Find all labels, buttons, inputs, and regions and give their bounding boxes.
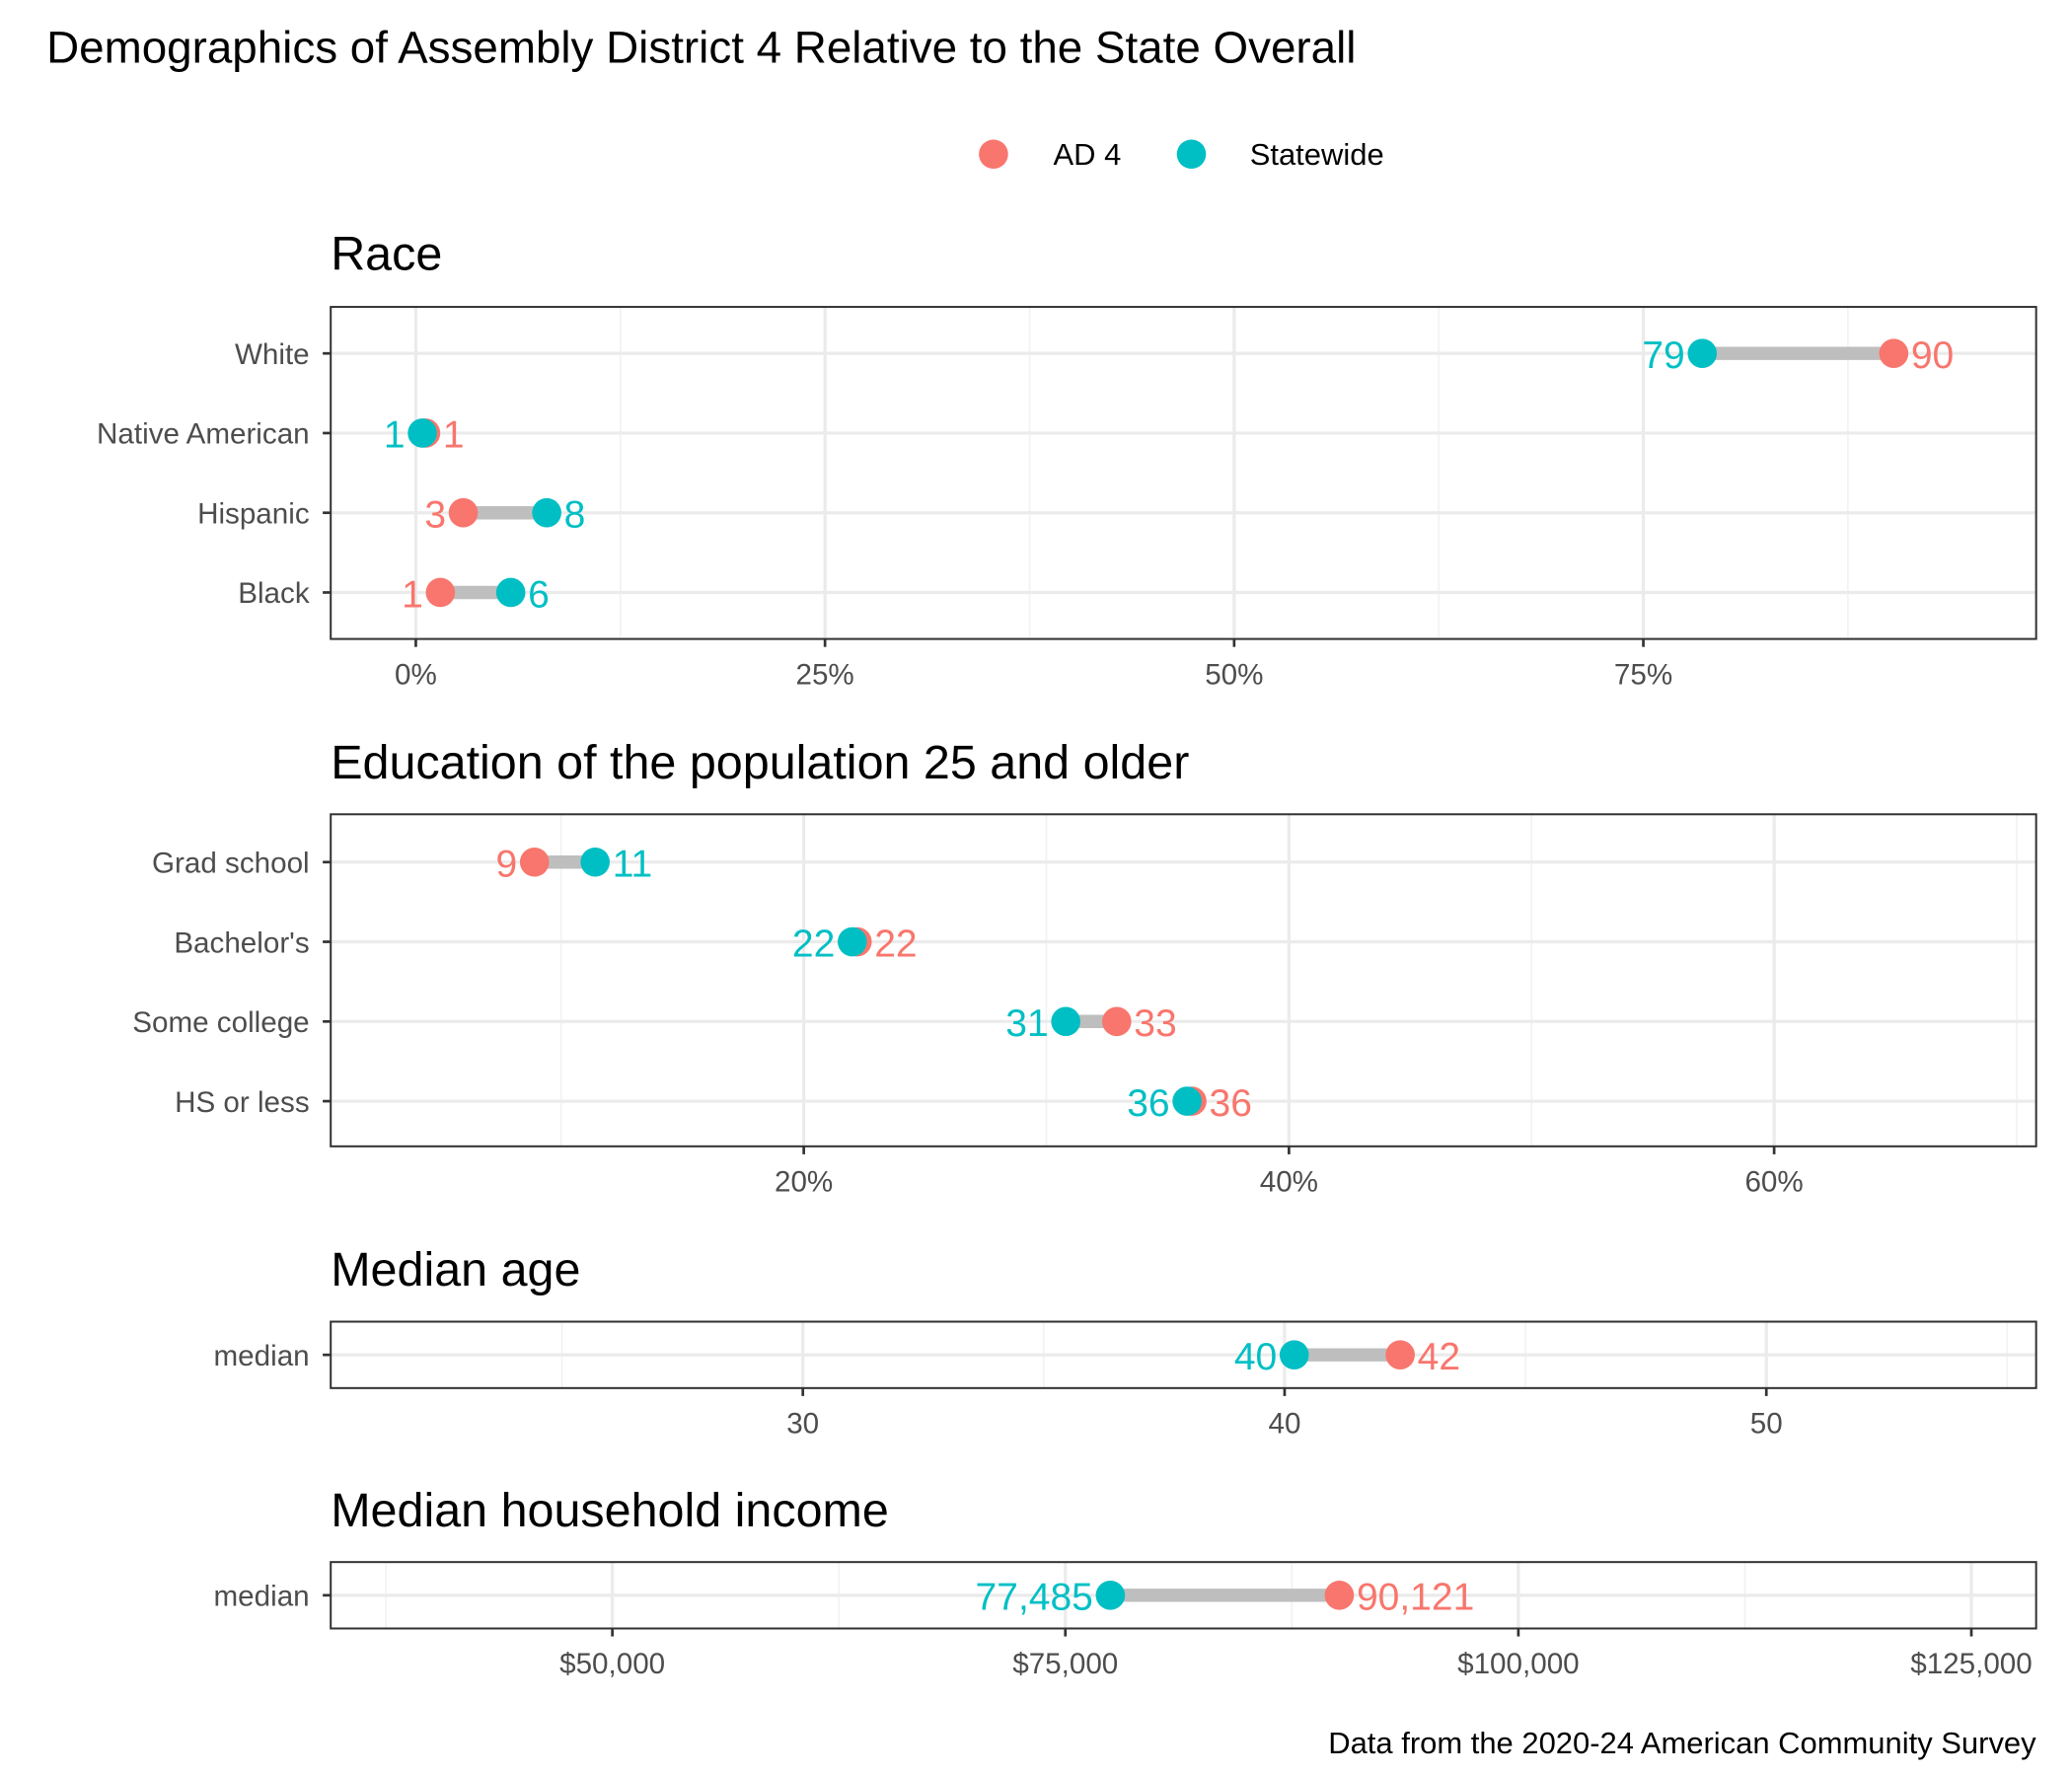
y-tick-label: Native American: [97, 418, 310, 451]
legend-label-ad4: AD 4: [1054, 137, 1122, 172]
x-tick-label: 60%: [1744, 1166, 1803, 1199]
data-label-statewide: 6: [528, 573, 550, 616]
point-statewide: [1687, 338, 1718, 368]
data-label-statewide: 40: [1234, 1336, 1277, 1378]
panel-title: Median age: [331, 1243, 580, 1296]
x-tick-label: $50,000: [559, 1648, 665, 1680]
point-ad4: [1385, 1340, 1415, 1369]
point-ad4: [448, 497, 479, 528]
y-tick-label: HS or less: [175, 1086, 310, 1119]
x-tick-label: $75,000: [1012, 1648, 1118, 1680]
caption: Data from the 2020-24 American Community…: [1328, 1726, 2036, 1760]
y-tick-label: Some college: [132, 1006, 309, 1039]
point-ad4: [519, 847, 550, 877]
panel-median-age: Median age median 42 40 30 40 50: [214, 1243, 2037, 1441]
point-statewide: [495, 577, 526, 608]
panel-title: Education of the population 25 and older: [331, 736, 1189, 789]
legend-label-statewide: Statewide: [1250, 137, 1384, 172]
data-label-ad4: 9: [496, 844, 518, 886]
x-tick-label: 50: [1750, 1408, 1783, 1441]
data-label-ad4: 90: [1911, 334, 1954, 377]
point-statewide: [532, 497, 561, 528]
legend-key-ad4: [979, 139, 1008, 170]
data-label-ad4: 33: [1134, 1002, 1176, 1045]
panel-border: [330, 306, 2037, 640]
data-label-ad4: 1: [443, 414, 465, 457]
point-statewide: [1172, 1086, 1202, 1116]
point-ad4: [1879, 338, 1909, 368]
x-tick-label: $100,000: [1457, 1648, 1580, 1680]
legend: AD 4 Statewide: [979, 137, 1384, 172]
x-tick-label: 0%: [395, 658, 437, 691]
panel-title: Race: [331, 227, 442, 280]
data-label-ad4: 42: [1418, 1336, 1460, 1378]
x-tick-label: 25%: [796, 658, 854, 691]
y-tick-label: Bachelor's: [174, 926, 309, 959]
panel-border: [330, 1561, 2037, 1630]
x-tick-label: 75%: [1614, 658, 1672, 691]
panel-border: [330, 813, 2037, 1147]
y-tick-label: median: [214, 1340, 310, 1372]
data-label-statewide: 11: [613, 844, 653, 886]
x-tick-label: $125,000: [1910, 1648, 2033, 1680]
x-tick-label: 50%: [1205, 658, 1263, 691]
y-tick-label: Grad school: [152, 848, 310, 880]
x-tick-label: 40%: [1260, 1166, 1318, 1199]
data-label-statewide: 31: [1005, 1002, 1048, 1045]
point-statewide: [407, 418, 437, 448]
legend-key-statewide: [1176, 139, 1207, 170]
data-label-ad4: 90,121: [1357, 1577, 1474, 1619]
chart-title: Demographics of Assembly District 4 Rela…: [46, 22, 1356, 72]
data-label-statewide: 1: [384, 414, 406, 457]
panel-border: [330, 1320, 2037, 1389]
data-label-ad4: 1: [402, 573, 423, 616]
point-ad4: [425, 577, 456, 608]
y-tick-label: White: [235, 338, 310, 371]
point-statewide: [1279, 1340, 1309, 1369]
data-label-statewide: 22: [792, 923, 835, 965]
panel-median-household-income: Median household income median 90,121 77,48…: [214, 1484, 2037, 1680]
data-label-ad4: 3: [424, 494, 446, 537]
panel-education-of-the-population-25-and-older: Education of the population 25 and older…: [132, 736, 2037, 1199]
data-label-ad4: 22: [874, 923, 917, 965]
data-label-statewide: 36: [1127, 1082, 1169, 1125]
panel-title: Median household income: [331, 1484, 889, 1537]
point-statewide: [838, 926, 867, 957]
data-label-ad4: 36: [1210, 1082, 1252, 1125]
y-tick-label: Black: [238, 577, 310, 610]
x-tick-label: 30: [786, 1408, 819, 1441]
point-ad4: [1102, 1006, 1132, 1037]
y-tick-label: median: [214, 1581, 310, 1613]
x-tick-label: 40: [1268, 1408, 1300, 1441]
point-ad4: [1324, 1581, 1355, 1610]
point-statewide: [580, 847, 610, 877]
plot-background: [331, 307, 2036, 639]
data-label-statewide: 77,485: [976, 1577, 1093, 1619]
point-statewide: [1095, 1581, 1126, 1610]
point-statewide: [1051, 1006, 1080, 1037]
data-label-statewide: 8: [564, 494, 586, 537]
data-label-statewide: 79: [1642, 334, 1684, 377]
x-tick-label: 20%: [775, 1166, 833, 1199]
y-tick-label: Hispanic: [197, 497, 310, 530]
